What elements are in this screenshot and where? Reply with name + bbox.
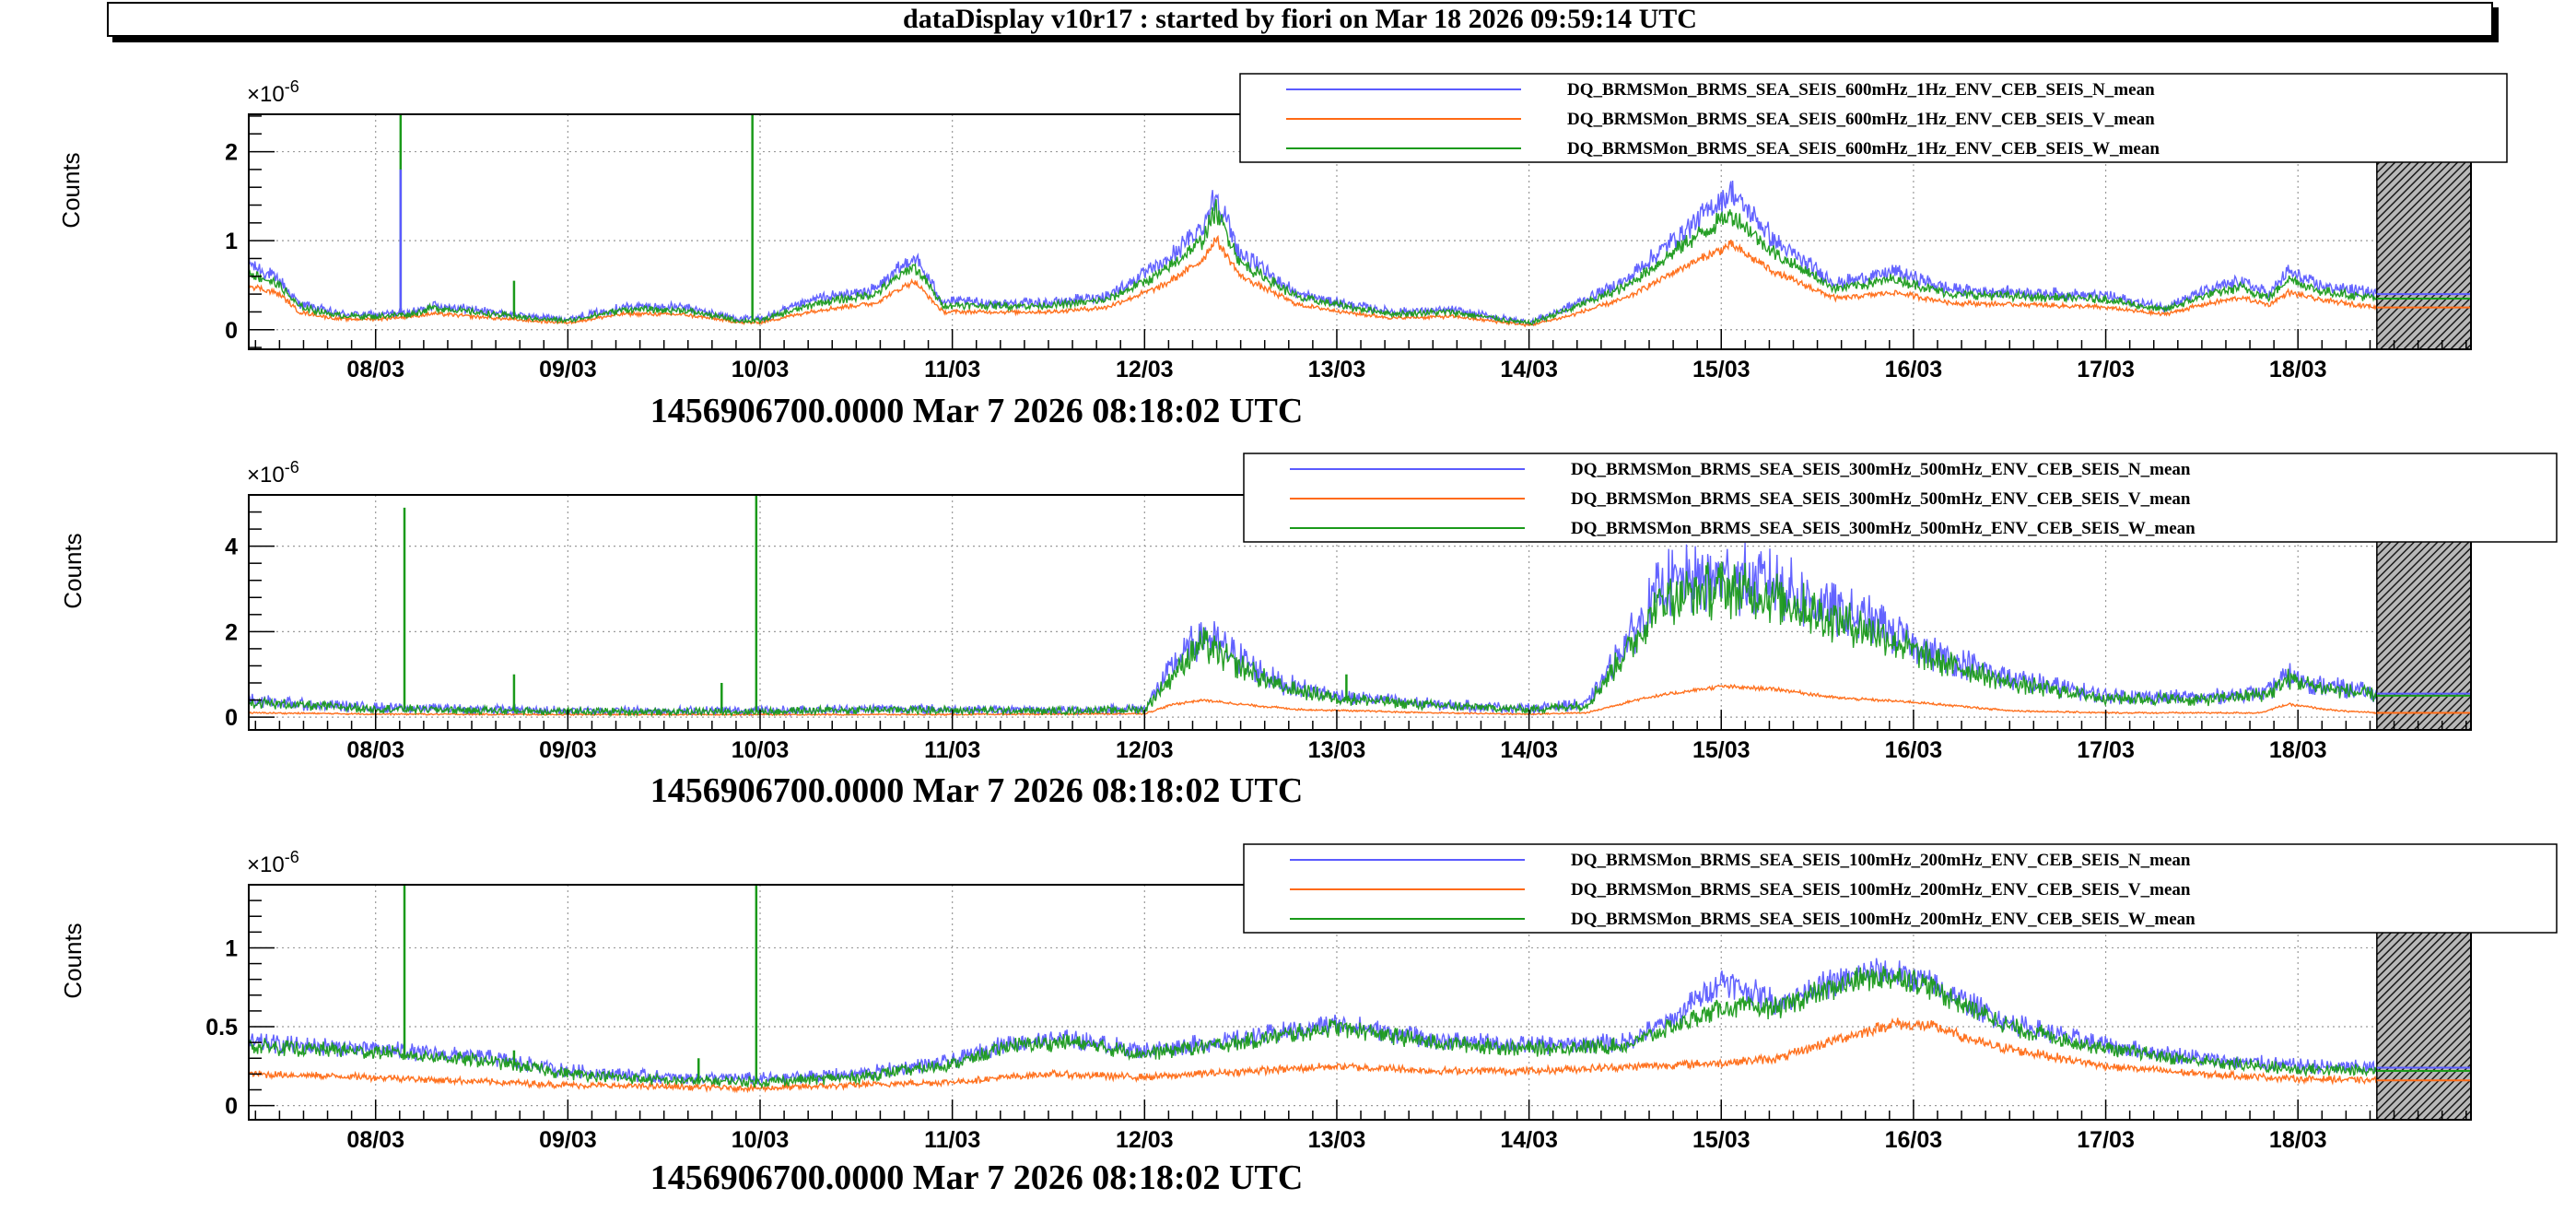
y-tick-label: 0 bbox=[225, 1094, 238, 1120]
legend-label-V: DQ_BRMSMon_BRMS_SEA_SEIS_600mHz_1Hz_ENV_… bbox=[1567, 110, 2155, 129]
x-tick-label: 10/03 bbox=[732, 1127, 790, 1153]
y-axis-title: Counts bbox=[57, 152, 85, 228]
x-tick-label: 14/03 bbox=[1500, 1127, 1558, 1153]
legend-label-W: DQ_BRMSMon_BRMS_SEA_SEIS_300mHz_500mHz_E… bbox=[1571, 519, 2195, 538]
x-tick-label: 08/03 bbox=[346, 1127, 404, 1153]
legend-label-N: DQ_BRMSMon_BRMS_SEA_SEIS_600mHz_1Hz_ENV_… bbox=[1567, 80, 2155, 100]
x-tick-label: 13/03 bbox=[1308, 737, 1366, 763]
x-tick-label: 15/03 bbox=[1692, 737, 1751, 763]
y-axis-title: Counts bbox=[59, 923, 87, 998]
x-tick-label: 08/03 bbox=[346, 357, 404, 382]
legend-label-V: DQ_BRMSMon_BRMS_SEA_SEIS_300mHz_500mHz_E… bbox=[1571, 489, 2191, 509]
series-group bbox=[249, 885, 2380, 1094]
y-tick-label: 0 bbox=[225, 318, 238, 344]
x-tick-label: 16/03 bbox=[1885, 737, 1943, 763]
y-axis-title: Counts bbox=[59, 533, 87, 608]
x-tick-label: 17/03 bbox=[2077, 737, 2135, 763]
x-tick-label: 11/03 bbox=[924, 737, 980, 763]
legend: DQ_BRMSMon_BRMS_SEA_SEIS_600mHz_1Hz_ENV_… bbox=[1239, 73, 2508, 163]
y-tick-label: 1 bbox=[225, 229, 238, 254]
y-exponent-label: ×10-6 bbox=[247, 458, 299, 488]
x-tick-label: 10/03 bbox=[732, 357, 790, 382]
x-tick-label: 11/03 bbox=[924, 1127, 980, 1153]
x-tick-label: 18/03 bbox=[2269, 737, 2327, 763]
y-exponent-label: ×10-6 bbox=[247, 77, 299, 107]
window-title-box: dataDisplay v10r17 : started by fiori on… bbox=[107, 2, 2493, 37]
x-tick-label: 18/03 bbox=[2269, 1127, 2327, 1153]
legend-label-W: DQ_BRMSMon_BRMS_SEA_SEIS_600mHz_1Hz_ENV_… bbox=[1567, 139, 2160, 159]
x-tick-label: 12/03 bbox=[1116, 737, 1174, 763]
x-tick-label: 12/03 bbox=[1116, 357, 1174, 382]
y-tick-label: 0 bbox=[225, 705, 238, 731]
x-axis-title: 1456906700.0000 Mar 7 2026 08:18:02 UTC bbox=[650, 392, 1304, 430]
series-line-V bbox=[249, 1017, 2380, 1094]
legend-label-W: DQ_BRMSMon_BRMS_SEA_SEIS_100mHz_200mHz_E… bbox=[1571, 910, 2195, 929]
x-tick-label: 13/03 bbox=[1308, 1127, 1366, 1153]
series-line-W bbox=[249, 561, 2380, 718]
x-tick-label: 18/03 bbox=[2269, 357, 2327, 382]
y-tick-label: 2 bbox=[225, 619, 238, 645]
x-tick-label: 15/03 bbox=[1692, 357, 1751, 382]
y-exponent-power: -6 bbox=[285, 458, 299, 476]
series-line-W bbox=[249, 199, 2380, 326]
series-line-V bbox=[249, 234, 2380, 328]
x-tick-label: 11/03 bbox=[924, 357, 980, 382]
legend: DQ_BRMSMon_BRMS_SEA_SEIS_300mHz_500mHz_E… bbox=[1243, 453, 2558, 543]
series-group bbox=[249, 114, 2380, 328]
y-exponent-label: ×10-6 bbox=[247, 848, 299, 877]
y-tick-label: 0.5 bbox=[205, 1015, 238, 1041]
x-tick-label: 14/03 bbox=[1500, 357, 1558, 382]
y-tick-label: 4 bbox=[225, 535, 238, 560]
series-line-V bbox=[249, 683, 2380, 717]
y-tick-label: 1 bbox=[225, 935, 238, 961]
x-tick-label: 13/03 bbox=[1308, 357, 1366, 382]
x-tick-label: 14/03 bbox=[1500, 737, 1558, 763]
chart-panel-3: 0 0.5 1 08/03 09/03 10/03 11/03 12/03 13/03 14/03… bbox=[59, 843, 2558, 1197]
x-tick-label: 09/03 bbox=[539, 1127, 597, 1153]
grid bbox=[249, 495, 2471, 730]
x-tick-label: 15/03 bbox=[1692, 1127, 1751, 1153]
series-group bbox=[249, 495, 2380, 718]
x-tick-label: 10/03 bbox=[732, 737, 790, 763]
x-tick-label: 12/03 bbox=[1116, 1127, 1174, 1153]
x-tick-label: 08/03 bbox=[346, 737, 404, 763]
x-axis-title: 1456906700.0000 Mar 7 2026 08:18:02 UTC bbox=[650, 771, 1304, 810]
chart-panel-2: 0 2 4 08/03 09/03 10/03 11/03 12/03 13/03 14/03 15… bbox=[59, 453, 2558, 810]
y-exponent-power: -6 bbox=[285, 77, 299, 96]
x-tick-label: 09/03 bbox=[539, 357, 597, 382]
legend-label-N: DQ_BRMSMon_BRMS_SEA_SEIS_300mHz_500mHz_E… bbox=[1571, 460, 2191, 479]
legend-label-V: DQ_BRMSMon_BRMS_SEA_SEIS_100mHz_200mHz_E… bbox=[1571, 880, 2191, 899]
x-tick-label: 16/03 bbox=[1885, 1127, 1943, 1153]
y-tick-label: 2 bbox=[225, 140, 238, 166]
x-tick-label: 17/03 bbox=[2077, 357, 2135, 382]
y-exponent-power: -6 bbox=[285, 848, 299, 866]
x-tick-label: 09/03 bbox=[539, 737, 597, 763]
series-line-W bbox=[249, 966, 2380, 1090]
x-tick-label: 16/03 bbox=[1885, 357, 1943, 382]
chart-panel-1: 0 1 2 08/03 09/03 10/03 11/03 12/03 13/03 14/03 15… bbox=[57, 73, 2508, 430]
window-title: dataDisplay v10r17 : started by fiori on… bbox=[903, 4, 1697, 34]
legend: DQ_BRMSMon_BRMS_SEA_SEIS_100mHz_200mHz_E… bbox=[1243, 843, 2558, 934]
x-axis-title: 1456906700.0000 Mar 7 2026 08:18:02 UTC bbox=[650, 1158, 1304, 1197]
legend-label-N: DQ_BRMSMon_BRMS_SEA_SEIS_100mHz_200mHz_E… bbox=[1571, 851, 2191, 870]
x-tick-label: 17/03 bbox=[2077, 1127, 2135, 1153]
